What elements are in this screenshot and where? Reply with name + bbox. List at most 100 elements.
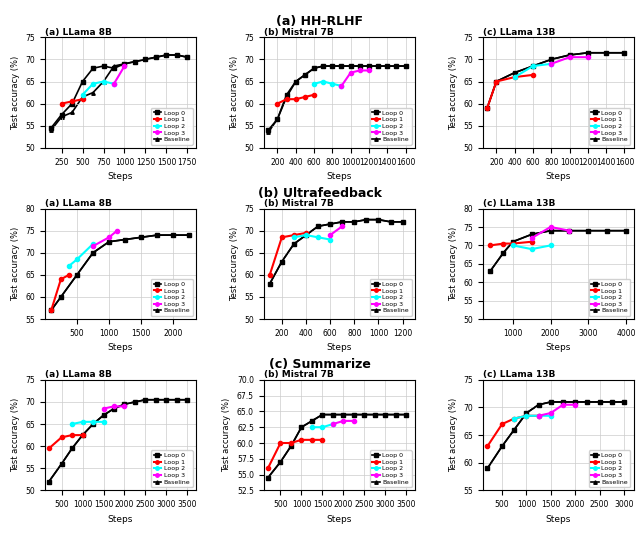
Loop 2 xyxy=(547,242,554,248)
Baseline xyxy=(100,78,108,85)
Baseline xyxy=(383,63,391,69)
Baseline xyxy=(350,411,358,418)
Loop 1 xyxy=(298,437,305,443)
Loop 3 xyxy=(110,80,118,87)
Y-axis label: Test accuracy (%): Test accuracy (%) xyxy=(11,227,20,301)
Baseline xyxy=(68,445,76,451)
Loop 1 xyxy=(308,437,316,443)
Baseline xyxy=(547,56,555,62)
Y-axis label: Test accuracy (%): Test accuracy (%) xyxy=(230,55,239,130)
Loop 0 xyxy=(347,63,355,69)
Loop 0 xyxy=(47,125,55,131)
Baseline xyxy=(584,228,592,234)
Baseline xyxy=(328,63,336,69)
Baseline xyxy=(365,63,372,69)
Baseline xyxy=(392,63,400,69)
Legend: Loop 0, Loop 1, Loop 2, Loop 3, Baseline: Loop 0, Loop 1, Loop 2, Loop 3, Baseline xyxy=(589,450,630,487)
Baseline xyxy=(301,71,308,78)
Loop 1 xyxy=(523,413,531,419)
Text: (c) Summarize: (c) Summarize xyxy=(269,358,371,371)
Loop 0 xyxy=(559,399,567,405)
Loop 2 xyxy=(528,246,536,252)
Loop 0 xyxy=(301,71,308,78)
Loop 0 xyxy=(529,63,537,69)
Loop 0 xyxy=(392,63,400,69)
Loop 0 xyxy=(266,280,273,287)
Line: Baseline: Baseline xyxy=(488,229,628,273)
Line: Loop 3: Loop 3 xyxy=(101,405,127,410)
Baseline xyxy=(47,127,55,133)
Loop 0 xyxy=(620,399,628,405)
Loop 1 xyxy=(511,74,518,80)
Loop 3 xyxy=(347,69,355,76)
Loop 0 xyxy=(152,397,160,403)
Baseline xyxy=(110,406,118,412)
Loop 2 xyxy=(110,80,118,87)
Loop 3 xyxy=(528,235,536,241)
Baseline xyxy=(528,231,536,238)
Baseline xyxy=(319,63,327,69)
X-axis label: Steps: Steps xyxy=(545,343,571,352)
Baseline xyxy=(163,397,170,403)
Loop 1 xyxy=(509,240,516,247)
Loop 0 xyxy=(622,228,630,234)
Loop 1 xyxy=(264,465,272,472)
Loop 2 xyxy=(511,74,518,80)
Loop 0 xyxy=(110,406,118,412)
Loop 0 xyxy=(264,474,272,481)
Baseline xyxy=(566,52,573,58)
Line: Loop 1: Loop 1 xyxy=(47,433,84,450)
Loop 0 xyxy=(131,59,139,65)
Line: Loop 2: Loop 2 xyxy=(312,79,344,88)
Line: Loop 0: Loop 0 xyxy=(47,398,189,483)
Line: Loop 3: Loop 3 xyxy=(331,419,356,426)
Baseline xyxy=(170,232,177,238)
Loop 0 xyxy=(621,50,628,56)
Loop 3 xyxy=(339,223,346,230)
Loop 0 xyxy=(58,111,65,118)
Baseline xyxy=(402,63,410,69)
Y-axis label: Test accuracy (%): Test accuracy (%) xyxy=(11,398,20,472)
X-axis label: Steps: Steps xyxy=(108,515,133,523)
Loop 0 xyxy=(528,231,536,238)
Loop 0 xyxy=(319,411,326,418)
Baseline xyxy=(547,399,555,405)
Baseline xyxy=(338,63,346,69)
Line: Loop 3: Loop 3 xyxy=(339,68,371,88)
Line: Loop 0: Loop 0 xyxy=(486,51,626,110)
Loop 0 xyxy=(604,228,611,234)
Loop 0 xyxy=(163,52,170,58)
Loop 1 xyxy=(79,96,86,102)
Loop 2 xyxy=(529,63,537,69)
Loop 0 xyxy=(365,63,372,69)
Baseline xyxy=(500,249,508,256)
Text: (a) LLama 8B: (a) LLama 8B xyxy=(45,28,111,37)
Legend: Loop 0, Loop 1, Loop 2, Loop 3, Baseline: Loop 0, Loop 1, Loop 2, Loop 3, Baseline xyxy=(589,279,630,316)
Loop 2 xyxy=(89,241,97,247)
Loop 0 xyxy=(184,54,191,60)
X-axis label: Steps: Steps xyxy=(326,515,352,523)
Loop 2 xyxy=(338,83,346,89)
Loop 0 xyxy=(329,411,337,418)
Loop 0 xyxy=(547,399,555,405)
Line: Baseline: Baseline xyxy=(268,218,404,286)
Loop 0 xyxy=(170,232,177,238)
Loop 1 xyxy=(499,421,506,427)
Loop 2 xyxy=(308,424,316,431)
Loop 0 xyxy=(154,232,161,238)
Loop 0 xyxy=(326,221,334,227)
Loop 0 xyxy=(387,219,394,225)
Line: Loop 3: Loop 3 xyxy=(530,225,572,240)
Loop 0 xyxy=(184,397,191,403)
Loop 1 xyxy=(273,100,281,107)
Loop 0 xyxy=(511,426,518,433)
X-axis label: Steps: Steps xyxy=(545,172,571,181)
Loop 1 xyxy=(68,98,76,104)
Loop 0 xyxy=(608,399,616,405)
Loop 3 xyxy=(340,418,348,424)
Baseline xyxy=(483,105,491,111)
Line: Loop 0: Loop 0 xyxy=(49,53,189,130)
Line: Loop 2: Loop 2 xyxy=(292,233,332,241)
Line: Baseline: Baseline xyxy=(49,233,191,312)
Loop 0 xyxy=(110,65,118,71)
